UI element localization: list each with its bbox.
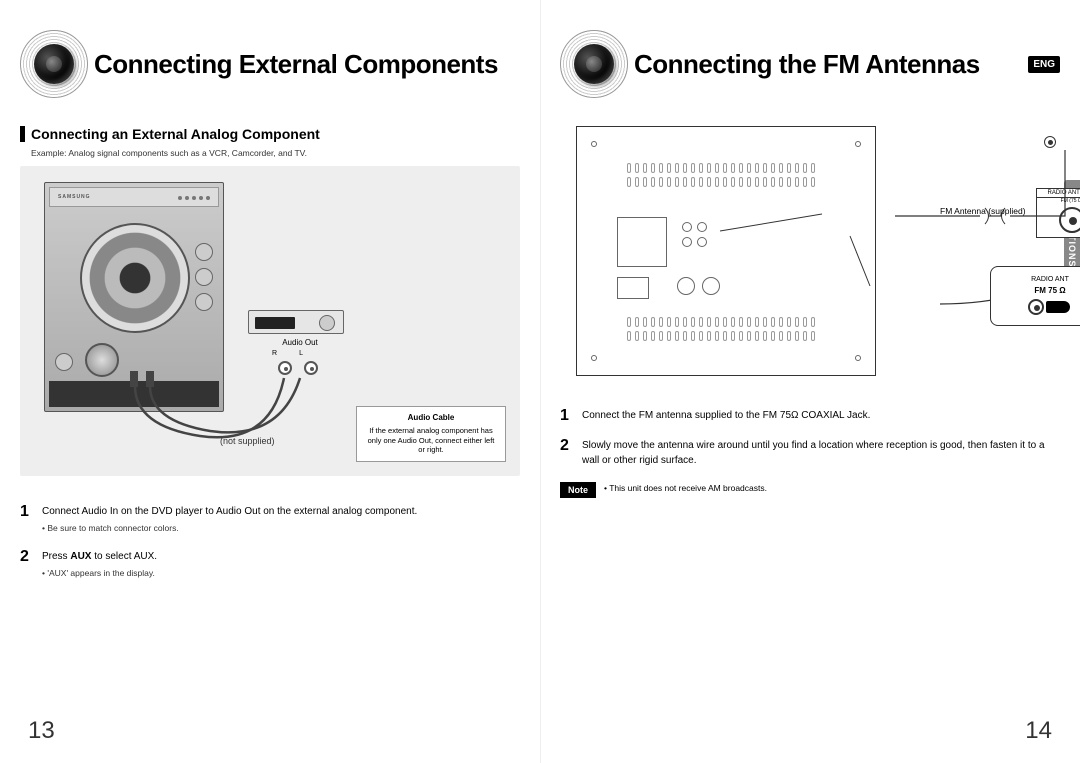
- step-num: 1: [560, 408, 574, 424]
- plug-icon: [1028, 298, 1072, 316]
- step-body: Connect the FM antenna supplied to the F…: [582, 408, 870, 424]
- step-2-right: 2 Slowly move the antenna wire around un…: [560, 438, 1060, 468]
- rca-jacks: [278, 361, 318, 375]
- page-title-left: Connecting External Components: [94, 49, 498, 80]
- l-label: L: [299, 350, 303, 357]
- illustration-right: RADIO ANTENNA FM (75 Ω) FM Antenna (supp…: [560, 126, 1060, 386]
- cable-note-box: Audio Cable If the external analog compo…: [356, 406, 506, 462]
- step-text: Connect the FM antenna supplied to the F…: [582, 408, 870, 423]
- step-text: Connect Audio In on the DVD player to Au…: [42, 504, 417, 519]
- step-1-right: 1 Connect the FM antenna supplied to the…: [560, 408, 1060, 424]
- fm-antenna-supplied-label: FM Antenna (supplied): [940, 206, 1040, 216]
- page-left: Connecting External Components Connectin…: [0, 0, 540, 763]
- speaker-icon: [20, 30, 88, 98]
- steps-right: 1 Connect the FM antenna supplied to the…: [560, 408, 1060, 468]
- antenna-box: RADIO ANTENNA FM (75 Ω): [1036, 188, 1080, 238]
- callout-label-bold: FM 75 Ω: [1034, 286, 1065, 295]
- speaker-icon: [560, 30, 628, 98]
- illustration-left: SAMSUNG Audio Out R L (not s: [20, 166, 520, 476]
- step-2-left: 2 Press AUX to select AUX. 'AUX' appears…: [20, 549, 520, 580]
- step-num: 2: [20, 549, 34, 580]
- step-sub: Be sure to match connector colors.: [42, 522, 417, 535]
- callout-label: RADIO ANT: [1031, 276, 1069, 283]
- rl-label: R L: [272, 350, 303, 357]
- note-badge: Note: [560, 482, 596, 498]
- antenna-box-title: RADIO ANTENNA: [1037, 189, 1080, 198]
- antenna-box-sub: FM (75 Ω): [1037, 198, 1080, 204]
- not-supplied-label: (not supplied): [220, 436, 275, 446]
- section-subtext: Example: Analog signal components such a…: [31, 148, 520, 158]
- steps-left: 1 Connect Audio In on the DVD player to …: [20, 504, 520, 580]
- cable-note-body: If the external analog component has onl…: [365, 426, 497, 455]
- page-number-left: 13: [28, 717, 55, 745]
- step-1-left: 1 Connect Audio In on the DVD player to …: [20, 504, 520, 535]
- title-row-right: Connecting the FM Antennas ENG: [560, 30, 1060, 98]
- step-body: Connect Audio In on the DVD player to Au…: [42, 504, 417, 535]
- external-device: [248, 310, 344, 334]
- page-number-right: 14: [1025, 717, 1052, 745]
- step-text: Slowly move the antenna wire around unti…: [582, 438, 1060, 468]
- step-sub: 'AUX' appears in the display.: [42, 567, 157, 580]
- lang-badge: ENG: [1028, 56, 1060, 73]
- section-heading: Connecting an External Analog Component: [20, 126, 520, 142]
- cable-note-title: Audio Cable: [365, 413, 497, 423]
- note-row: Note This unit does not receive AM broad…: [560, 482, 1060, 498]
- r-label: R: [272, 350, 277, 357]
- callout-box: RADIO ANT FM 75 Ω: [990, 266, 1080, 326]
- page-right: Connecting the FM Antennas ENG CONNECTIO…: [540, 0, 1080, 763]
- stereo-unit: SAMSUNG: [44, 182, 224, 412]
- step-num: 1: [20, 504, 34, 535]
- note-text: This unit does not receive AM broadcasts…: [604, 482, 767, 495]
- antenna-tip-icon: [1044, 136, 1056, 148]
- page-title-right: Connecting the FM Antennas: [634, 49, 980, 80]
- audio-out-label: Audio Out: [270, 338, 330, 347]
- step-text: Press AUX to select AUX.: [42, 549, 157, 564]
- title-row-left: Connecting External Components: [20, 30, 520, 98]
- step-body: Slowly move the antenna wire around unti…: [582, 438, 1060, 468]
- step-body: Press AUX to select AUX. 'AUX' appears i…: [42, 549, 157, 580]
- brand-logo: SAMSUNG: [58, 194, 91, 200]
- step-num: 2: [560, 438, 574, 468]
- back-panel: [576, 126, 876, 376]
